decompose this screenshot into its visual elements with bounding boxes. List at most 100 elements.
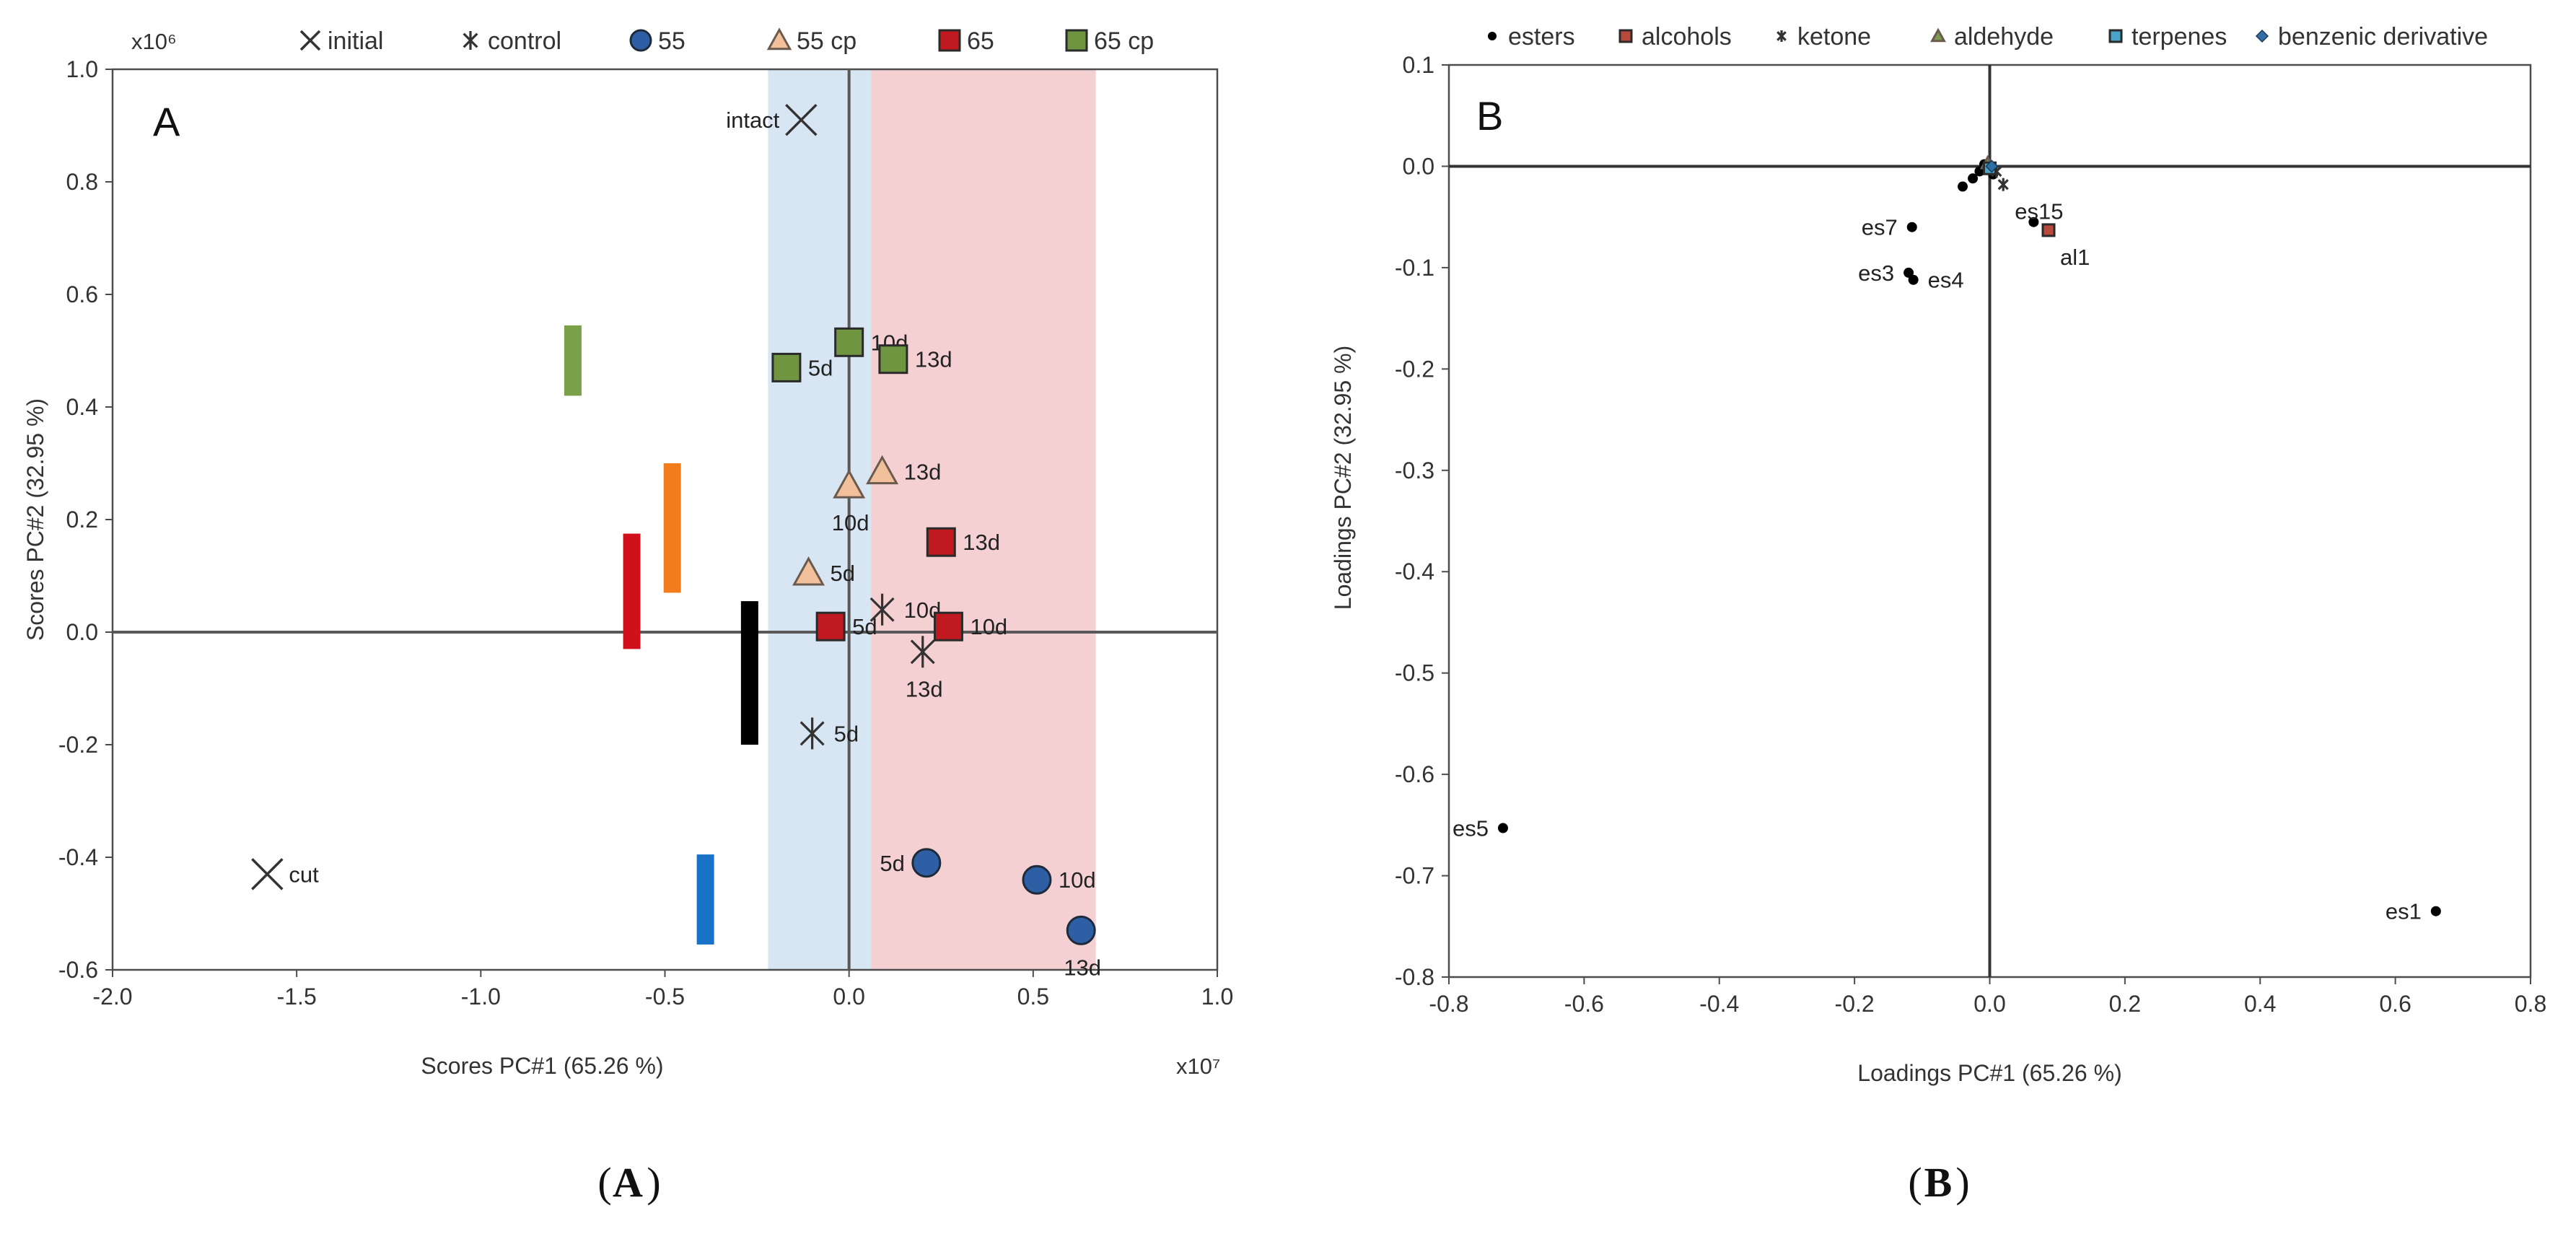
point-a-65-cp-2	[878, 344, 908, 375]
x-tick-label-a: -1.5	[277, 984, 317, 1010]
y-tick-label-a: 0.8	[66, 169, 98, 195]
point-a-65-0	[815, 611, 846, 642]
point-label-a: 10d	[832, 510, 869, 535]
caption-paren-b-open: (	[1908, 1159, 1922, 1206]
point-b-esters-2	[1906, 222, 1917, 232]
point-label-a: 13d	[963, 530, 1000, 555]
point-a-55-cp-1	[833, 469, 866, 499]
point-label-b: es15	[2015, 199, 2063, 224]
point-a-initial-0	[785, 103, 818, 136]
y-tick-label-b: -0.8	[1395, 964, 1434, 990]
x-tick-label-b: -0.4	[1699, 991, 1739, 1017]
point-label-a: 13d	[906, 676, 943, 701]
panel-letter-b: B	[1476, 93, 1503, 139]
legend-label-b-2: ketone	[1797, 23, 1871, 51]
x-axis-title-b: Loadings PC#1 (65.26 %)	[1857, 1060, 2121, 1086]
legend-label-a-0: initial	[328, 27, 383, 55]
y-tick-label-b: -0.6	[1395, 761, 1434, 787]
x-tick-label-b: 0.0	[1973, 991, 2005, 1017]
legend-marker-a-4	[938, 29, 961, 52]
red-bar	[623, 533, 641, 649]
point-b-esters-3	[1903, 267, 1914, 278]
y-tick-label-a: 0.0	[66, 619, 98, 645]
y-multiplier-a: x10⁶	[131, 29, 177, 54]
legend-marker-a-2	[629, 29, 652, 52]
legend-marker-b-3	[1930, 27, 1946, 43]
y-tick-label-b: -0.1	[1395, 255, 1434, 281]
y-tick-label-a: -0.4	[58, 844, 98, 870]
panel-a: -2.0 -1.5 -1.0 -0.5 0.0 0.5 1.0 -0.6 -0.4 -0.2 0.0…	[22, 27, 1233, 1206]
point-b-alcohols-0	[2041, 223, 2056, 237]
y-tick-label-b: 0.1	[1403, 52, 1434, 78]
legend-label-b-0: esters	[1508, 23, 1575, 51]
point-label-b: es5	[1453, 816, 1489, 841]
caption-paren-b-close: )	[1955, 1159, 1969, 1206]
legend-marker-a-3	[766, 27, 792, 51]
caption-paren-a-close: )	[647, 1159, 660, 1206]
point-label-a: intact	[726, 108, 779, 133]
legend-marker-b-0	[1488, 32, 1497, 40]
point-a-65-1	[926, 527, 956, 557]
legend-marker-a-1	[463, 31, 478, 50]
x-tick-label-a: 0.0	[833, 984, 864, 1010]
x-tick-label-b: 0.8	[2515, 991, 2546, 1017]
y-tick-label-a: 0.2	[66, 507, 98, 533]
point-b-esters-4	[1908, 274, 1919, 285]
point-a-control-1	[869, 593, 895, 626]
x-tick-label-b: -0.6	[1564, 991, 1604, 1017]
legend-marker-b-1	[1618, 29, 1633, 43]
y-tick-label-a: 1.0	[66, 56, 98, 82]
point-a-initial-1	[251, 858, 284, 890]
y-tick-label-b: -0.5	[1395, 660, 1434, 686]
legend-label-a-1: control	[488, 27, 561, 55]
point-a-55-1	[1022, 864, 1052, 895]
x-tick-label-b: 0.6	[2379, 991, 2411, 1017]
x-axis-title-a: Scores PC#1 (65.26 %)	[421, 1053, 663, 1079]
point-a-55-2	[1066, 915, 1096, 945]
legend-label-b-1: alcohols	[1642, 23, 1732, 51]
blue-bar	[696, 854, 714, 945]
caption-paren-a-open: (	[597, 1159, 611, 1206]
caption-a: A	[613, 1159, 643, 1206]
point-b-esters-1	[1497, 823, 1508, 833]
y-tick-label-b: -0.7	[1395, 863, 1434, 889]
blue-band	[768, 69, 872, 970]
legend-marker-b-2	[1777, 30, 1787, 42]
x-tick-label-b: -0.8	[1429, 991, 1468, 1017]
point-label-a: 10d	[1059, 867, 1096, 893]
point-a-control-0	[799, 717, 825, 750]
point-label-a: 5d	[808, 355, 833, 380]
point-b-ketone-0	[1997, 178, 2009, 191]
point-b-esters-5	[2028, 216, 2039, 227]
point-label-a: cut	[289, 862, 319, 887]
legend-label-a-4: 65	[967, 27, 994, 55]
legend-marker-b-5	[2255, 29, 2269, 43]
green-bar	[564, 325, 582, 396]
point-a-55-cp-0	[792, 556, 825, 586]
orange-bar	[663, 463, 681, 593]
y-tick-label-b: -0.4	[1395, 559, 1434, 585]
x-tick-label-b: 0.2	[2109, 991, 2141, 1017]
x-tick-label-a: 1.0	[1201, 984, 1233, 1010]
legend-marker-b-4	[2108, 29, 2123, 43]
y-tick-label-a: 0.6	[66, 281, 98, 307]
legend-marker-a-0	[299, 30, 321, 51]
point-label-a: 5d	[880, 851, 904, 876]
legend-marker-a-5	[1065, 29, 1088, 52]
point-a-65-cp-0	[771, 352, 802, 382]
point-a-control-2	[910, 636, 935, 668]
point-label-b: al1	[2060, 245, 2090, 270]
red-band	[871, 69, 1096, 970]
y-tick-label-a: -0.6	[58, 957, 98, 983]
point-b-esters-7	[1968, 173, 1979, 184]
x-tick-label-a: -2.0	[92, 984, 132, 1010]
point-label-b: es4	[1928, 268, 1964, 293]
x-tick-label-a: -0.5	[645, 984, 685, 1010]
point-label-b: es3	[1858, 261, 1894, 286]
y-tick-label-b: -0.3	[1395, 457, 1434, 483]
y-axis-title-a: Scores PC#2 (32.95 %)	[22, 398, 48, 641]
panel-letter-a: A	[153, 99, 180, 144]
x-tick-label-b: 0.4	[2244, 991, 2276, 1017]
